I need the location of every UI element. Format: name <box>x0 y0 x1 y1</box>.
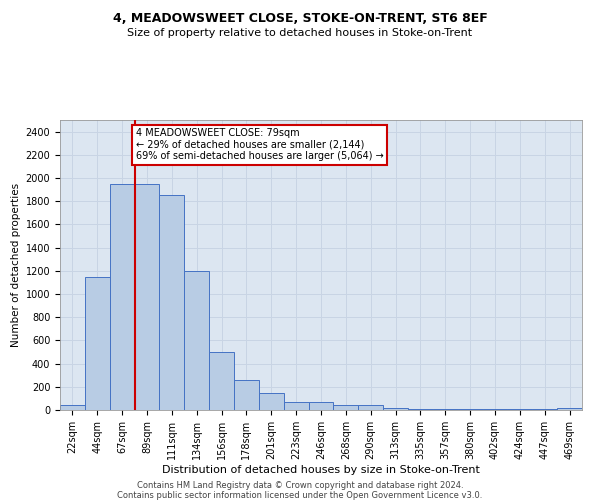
Bar <box>284 402 308 410</box>
Bar <box>308 402 334 410</box>
Bar <box>557 408 582 410</box>
Bar <box>184 271 209 410</box>
Bar <box>134 184 160 410</box>
X-axis label: Distribution of detached houses by size in Stoke-on-Trent: Distribution of detached houses by size … <box>162 464 480 474</box>
Text: 4, MEADOWSWEET CLOSE, STOKE-ON-TRENT, ST6 8EF: 4, MEADOWSWEET CLOSE, STOKE-ON-TRENT, ST… <box>113 12 487 26</box>
Bar <box>209 352 234 410</box>
Bar <box>383 408 408 410</box>
Text: Contains HM Land Registry data © Crown copyright and database right 2024.: Contains HM Land Registry data © Crown c… <box>137 481 463 490</box>
Bar <box>334 406 358 410</box>
Bar <box>110 184 134 410</box>
Bar <box>234 380 259 410</box>
Text: Size of property relative to detached houses in Stoke-on-Trent: Size of property relative to detached ho… <box>127 28 473 38</box>
Bar <box>85 276 110 410</box>
Bar <box>259 392 284 410</box>
Bar <box>408 409 433 410</box>
Bar <box>160 196 184 410</box>
Text: Contains public sector information licensed under the Open Government Licence v3: Contains public sector information licen… <box>118 491 482 500</box>
Bar <box>358 406 383 410</box>
Y-axis label: Number of detached properties: Number of detached properties <box>11 183 22 347</box>
Bar <box>60 406 85 410</box>
Text: 4 MEADOWSWEET CLOSE: 79sqm
← 29% of detached houses are smaller (2,144)
69% of s: 4 MEADOWSWEET CLOSE: 79sqm ← 29% of deta… <box>136 128 383 162</box>
